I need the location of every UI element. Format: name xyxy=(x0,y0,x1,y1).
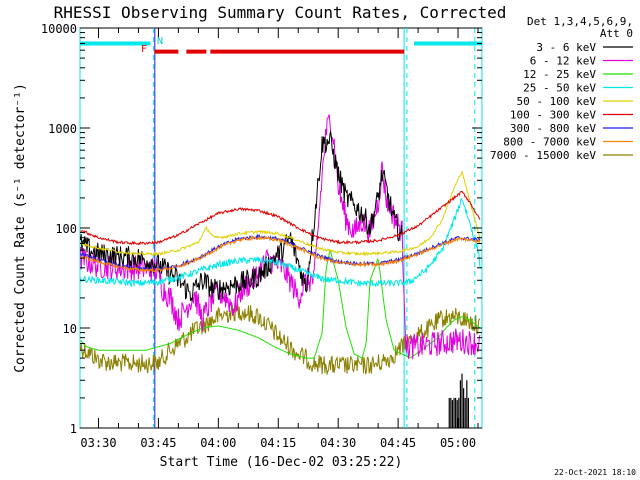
x-tick-label: 04:15 xyxy=(260,436,296,450)
legend-label-50-100-kev: 50 - 100 keV xyxy=(517,95,597,108)
x-tick-label: 03:45 xyxy=(140,436,176,450)
series-25-50-kev xyxy=(80,197,481,288)
x-tick-label: 04:45 xyxy=(380,436,416,450)
legend-label-800-7000-kev: 800 - 7000 keV xyxy=(503,136,596,149)
series-50-100-kev xyxy=(80,170,481,257)
series-group xyxy=(80,113,481,375)
y-tick-label: 100 xyxy=(55,222,77,236)
y-tick-label: 1000 xyxy=(48,122,77,136)
y-axis-label: Corrected Count Rate (s⁻¹ detector⁻¹) xyxy=(13,83,28,373)
y-tick-labels: 1 10 100 1000 10000 xyxy=(41,22,77,436)
flare-flag-label: F xyxy=(141,44,147,55)
x-tick-label: 05:00 xyxy=(440,436,476,450)
plot-area xyxy=(79,27,483,429)
legend-label-25-50-kev: 25 - 50 keV xyxy=(523,82,596,95)
legend-label-7000-15000-kev: 7000 - 15000 keV xyxy=(490,149,596,162)
x-tick-label: 03:30 xyxy=(80,436,116,450)
x-tick-labels: 03:30 03:45 04:00 04:15 04:30 04:45 05:00 xyxy=(80,436,476,450)
legend-label-6-12-kev: 6 - 12 keV xyxy=(530,55,597,68)
chart-title: RHESSI Observing Summary Count Rates, Co… xyxy=(54,3,507,22)
footer-date: 22-Oct-2021 18:10 xyxy=(554,468,636,477)
y-tick-label: 10000 xyxy=(41,22,77,36)
series-3-6-kev xyxy=(80,131,403,302)
legend-header-1: Det 1,3,4,5,6,9, xyxy=(527,15,633,28)
saa-flag-label: N xyxy=(157,36,163,47)
bottom-spikes xyxy=(448,373,470,428)
legend-header-2: Att 0 xyxy=(600,27,633,40)
x-axis-label: Start Time (16-Dec-02 03:25:22) xyxy=(160,455,403,470)
series-100-300-kev xyxy=(80,190,481,246)
legend-label-3-6-kev: 3 - 6 keV xyxy=(536,41,596,54)
x-tick-label: 04:00 xyxy=(200,436,236,450)
axis-ticks xyxy=(80,27,482,429)
series-800-7000-kev xyxy=(80,235,481,274)
legend-label-12-25-kev: 12 - 25 keV xyxy=(523,68,596,81)
legend-label-100-300-kev: 100 - 300 keV xyxy=(510,109,596,122)
y-tick-label: 1 xyxy=(70,422,77,436)
y-tick-label: 10 xyxy=(63,322,77,336)
x-tick-label: 04:30 xyxy=(320,436,356,450)
legend-label-300-800-kev: 300 - 800 keV xyxy=(510,122,596,135)
flag-bars xyxy=(80,41,482,54)
